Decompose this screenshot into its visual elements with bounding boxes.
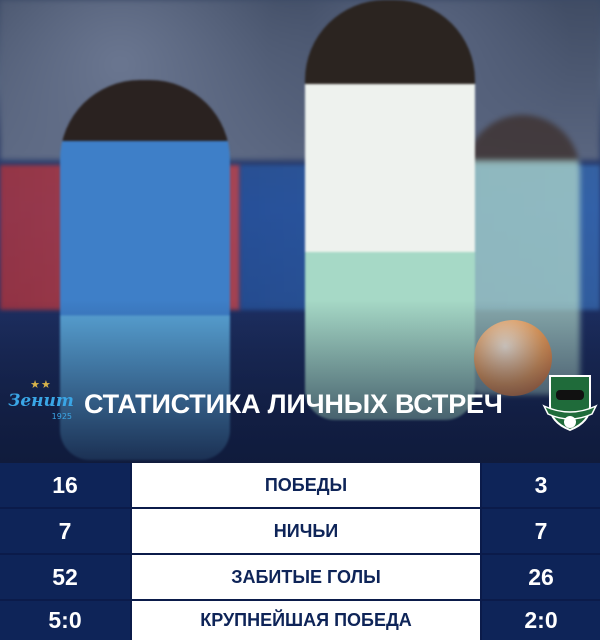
match-photo: [0, 0, 600, 463]
zenit-logo: ★★ Зенит 1925: [4, 378, 78, 422]
stat-label: ПОБЕДЫ: [132, 463, 480, 507]
away-value: 2:0: [482, 601, 600, 640]
page-title: СТАТИСТИКА ЛИЧНЫХ ВСТРЕЧ: [84, 389, 503, 419]
table-row: 7 НИЧЬИ 7: [0, 509, 600, 553]
table-row: 16 ПОБЕДЫ 3: [0, 463, 600, 507]
away-value: 7: [482, 509, 600, 553]
stats-table: 16 ПОБЕДЫ 3 7 НИЧЬИ 7 52 ЗАБИТЫЕ ГОЛЫ 26…: [0, 463, 600, 640]
star-icon: ★★: [30, 378, 52, 391]
home-value: 52: [0, 555, 130, 599]
zenit-logo-wordmark: Зенит: [8, 391, 74, 411]
gradient-overlay: [0, 300, 600, 463]
home-value: 16: [0, 463, 130, 507]
zenit-logo-year: 1925: [51, 412, 72, 421]
away-value: 3: [482, 463, 600, 507]
krasnodar-logo: [542, 372, 598, 432]
table-row: 52 ЗАБИТЫЕ ГОЛЫ 26: [0, 555, 600, 599]
away-value: 26: [482, 555, 600, 599]
home-value: 5:0: [0, 601, 130, 640]
stat-label: ЗАБИТЫЕ ГОЛЫ: [132, 555, 480, 599]
stat-label: КРУПНЕЙШАЯ ПОБЕДА: [132, 601, 480, 640]
table-row: 5:0 КРУПНЕЙШАЯ ПОБЕДА 2:0: [0, 601, 600, 640]
stat-label: НИЧЬИ: [132, 509, 480, 553]
home-value: 7: [0, 509, 130, 553]
